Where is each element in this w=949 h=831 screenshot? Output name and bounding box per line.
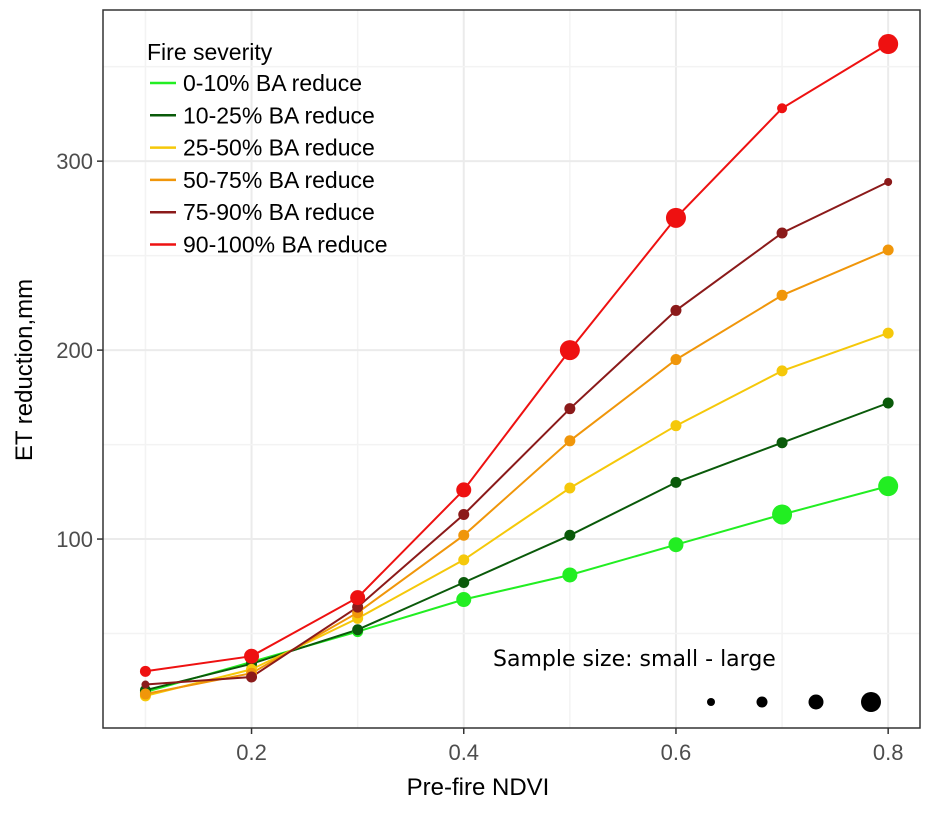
legend: Fire severity 0-10% BA reduce 10-25% BA r… [147,39,388,258]
legend-label: 10-25% BA reduce [183,102,375,128]
data-point [458,577,470,589]
data-point [776,365,788,377]
data-point [139,688,151,700]
x-axis: 0.2 0.4 0.6 0.8 [236,728,903,765]
y-tick-label: 300 [56,149,93,174]
data-point [772,504,793,525]
y-axis-title: ET reduction,mm [11,279,38,461]
data-point [246,671,258,683]
data-point [456,592,472,608]
size-legend-dot [861,692,881,712]
legend-title: Fire severity [147,39,273,65]
data-point [882,397,894,409]
y-tick-label: 100 [56,527,93,552]
data-point [139,665,151,677]
panel-border [102,9,921,729]
legend-label: 90-100% BA reduce [183,232,388,258]
legend-label: 0-10% BA reduce [183,70,362,96]
series-line-4 [145,180,889,686]
data-point [456,482,472,498]
series-line-0 [145,485,889,694]
size-legend-dot [756,696,768,708]
x-tick-label: 0.8 [873,740,904,765]
data-point [884,177,893,186]
data-point [668,537,684,553]
data-point [564,529,576,541]
data-point [564,482,576,494]
x-axis-title: Pre-fire NDVI [407,774,550,801]
data-point [776,227,788,239]
x-tick-label: 0.6 [661,740,692,765]
size-legend-dot [707,698,715,706]
data-point [878,34,899,55]
series-line-5 [145,43,889,673]
data-point [458,529,470,541]
data-point [564,435,576,447]
sample-size-label: Sample size: small - large [493,647,776,672]
size-legend-dot [808,694,824,710]
x-tick-label: 0.2 [236,740,267,765]
data-point [776,289,788,301]
data-point [244,648,260,664]
data-point [670,476,682,488]
series-line-1 [145,402,889,692]
series-line-2 [145,332,889,697]
y-tick-label: 200 [56,338,93,363]
data-point [458,508,470,520]
data-point [670,304,682,316]
data-point [777,103,788,114]
data-point [564,403,576,415]
series-line-3 [145,249,889,695]
data-point [670,354,682,366]
y-axis: 100 200 300 [56,149,103,552]
data-point [670,420,682,432]
data-point [562,567,578,583]
data-point [458,554,470,566]
data-point [665,207,686,228]
data-point [882,327,894,339]
legend-label: 50-75% BA reduce [183,167,375,193]
data-point [141,680,150,689]
grid [103,10,920,728]
series-points [139,34,899,702]
legend-label: 75-90% BA reduce [183,199,375,225]
data-point [878,476,899,497]
data-point [882,244,894,256]
data-point [350,590,366,606]
legend-label: 25-50% BA reduce [183,135,375,161]
sample-size-annotation: Sample size: small - large [493,647,881,712]
x-tick-label: 0.4 [448,740,479,765]
series-lines [145,43,889,697]
data-point [352,624,364,636]
data-point [776,437,788,449]
data-point [559,340,580,361]
